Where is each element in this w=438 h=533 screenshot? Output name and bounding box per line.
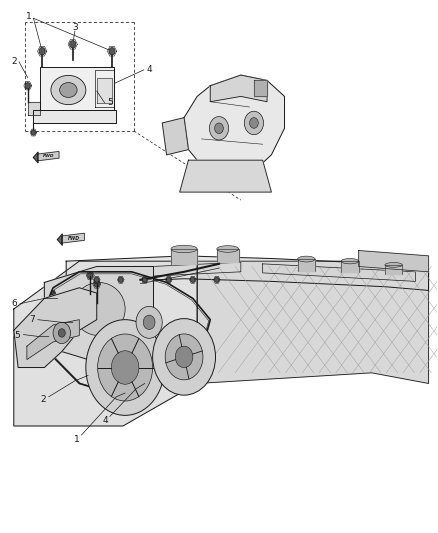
Polygon shape xyxy=(180,160,272,192)
Circle shape xyxy=(143,277,147,282)
Circle shape xyxy=(166,277,171,282)
Circle shape xyxy=(175,346,193,368)
Circle shape xyxy=(215,123,223,134)
Polygon shape xyxy=(359,251,428,272)
Text: 2: 2 xyxy=(41,395,46,404)
Circle shape xyxy=(191,277,195,282)
Circle shape xyxy=(94,281,99,287)
Polygon shape xyxy=(33,152,38,163)
Circle shape xyxy=(95,277,99,282)
Text: 1: 1 xyxy=(26,12,32,21)
Circle shape xyxy=(58,329,65,337)
Polygon shape xyxy=(254,80,267,96)
Circle shape xyxy=(109,47,115,55)
Ellipse shape xyxy=(341,259,359,264)
Polygon shape xyxy=(97,262,241,279)
Circle shape xyxy=(53,322,71,344)
Circle shape xyxy=(98,334,152,401)
Circle shape xyxy=(215,277,219,282)
Polygon shape xyxy=(97,78,113,103)
Text: 4: 4 xyxy=(146,66,152,74)
Circle shape xyxy=(51,291,55,295)
Polygon shape xyxy=(210,75,267,102)
Text: 1: 1 xyxy=(74,435,80,444)
Text: 2: 2 xyxy=(11,58,17,66)
Circle shape xyxy=(119,277,123,282)
Circle shape xyxy=(34,323,37,327)
Polygon shape xyxy=(27,320,79,360)
Polygon shape xyxy=(40,67,114,110)
Polygon shape xyxy=(61,233,85,243)
Polygon shape xyxy=(33,110,117,123)
Text: 3: 3 xyxy=(72,23,78,32)
Ellipse shape xyxy=(171,245,197,253)
Polygon shape xyxy=(197,261,428,383)
Text: 5: 5 xyxy=(14,331,20,340)
Circle shape xyxy=(111,351,139,384)
Circle shape xyxy=(25,350,28,354)
Ellipse shape xyxy=(51,75,86,104)
Polygon shape xyxy=(14,288,97,368)
Text: 5: 5 xyxy=(107,98,113,107)
Polygon shape xyxy=(341,261,359,272)
Circle shape xyxy=(152,319,215,395)
Circle shape xyxy=(31,130,35,135)
Text: 6: 6 xyxy=(11,299,17,308)
Circle shape xyxy=(250,118,258,128)
Circle shape xyxy=(86,320,164,415)
Polygon shape xyxy=(66,256,428,290)
Circle shape xyxy=(39,47,45,55)
Text: FWD: FWD xyxy=(67,236,80,241)
Ellipse shape xyxy=(297,256,315,262)
Polygon shape xyxy=(37,151,59,161)
Circle shape xyxy=(165,334,203,380)
Polygon shape xyxy=(385,265,403,274)
Circle shape xyxy=(138,314,143,320)
Polygon shape xyxy=(14,261,197,426)
Text: 7: 7 xyxy=(30,315,35,324)
Circle shape xyxy=(88,272,93,279)
Polygon shape xyxy=(297,259,315,271)
Polygon shape xyxy=(184,75,285,181)
Ellipse shape xyxy=(60,83,77,98)
Polygon shape xyxy=(28,102,40,115)
Polygon shape xyxy=(57,234,62,245)
Text: 4: 4 xyxy=(102,416,108,425)
Polygon shape xyxy=(171,249,197,264)
Circle shape xyxy=(244,111,264,135)
Polygon shape xyxy=(263,264,416,281)
Circle shape xyxy=(209,117,229,140)
Circle shape xyxy=(70,41,76,48)
Polygon shape xyxy=(162,118,188,155)
Circle shape xyxy=(136,306,162,338)
Circle shape xyxy=(25,83,30,89)
Polygon shape xyxy=(217,249,239,262)
Text: FWD: FWD xyxy=(43,154,54,158)
Ellipse shape xyxy=(73,282,125,336)
Circle shape xyxy=(143,315,155,329)
Polygon shape xyxy=(44,266,153,362)
Ellipse shape xyxy=(217,246,239,252)
Ellipse shape xyxy=(385,263,403,267)
